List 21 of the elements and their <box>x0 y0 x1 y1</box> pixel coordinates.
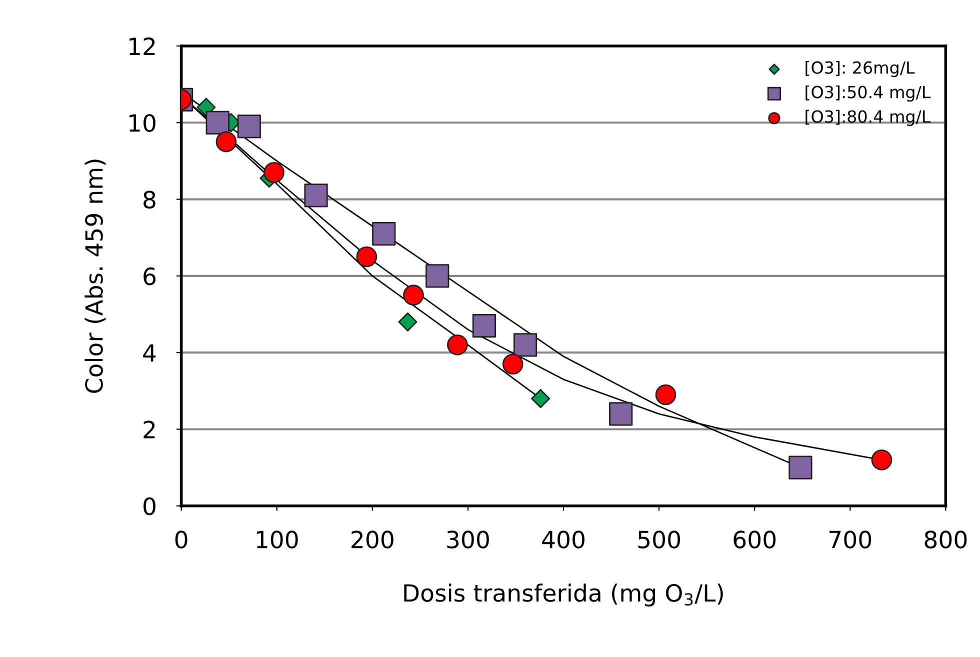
x-tick-label: 200 <box>352 530 394 548</box>
x-tick-label: 800 <box>924 530 967 548</box>
y-tick-label: 4 <box>143 344 156 362</box>
legend-label: [O3]:50.4 mg/L <box>806 85 931 102</box>
y-tick-label: 2 <box>144 420 155 438</box>
x-tick-label: 0 <box>175 530 188 548</box>
x-tick-label: 100 <box>256 530 298 548</box>
legend-label: [O3]: 26mg/L <box>806 60 915 78</box>
x-tick-label: 700 <box>830 530 872 548</box>
y-tick-label: 0 <box>144 497 156 516</box>
y-tick-label: 6 <box>144 267 156 286</box>
legend-label: [O3]:80.4 mg/L <box>806 110 931 126</box>
x-tick-label: 300 <box>447 530 489 548</box>
x-axis-title: Dosis transferida (mg O$_{3}$/L) <box>404 584 723 606</box>
x-tick-label: 600 <box>734 530 776 548</box>
y-tick-label: 10 <box>130 114 156 132</box>
y-axis-title: Color (Abs. 459 nm) <box>84 160 106 393</box>
y-tick-label: 8 <box>144 190 156 209</box>
y-tick-label: 12 <box>130 37 155 55</box>
x-tick-label: 400 <box>542 530 584 548</box>
x-tick-label: 500 <box>638 530 680 548</box>
